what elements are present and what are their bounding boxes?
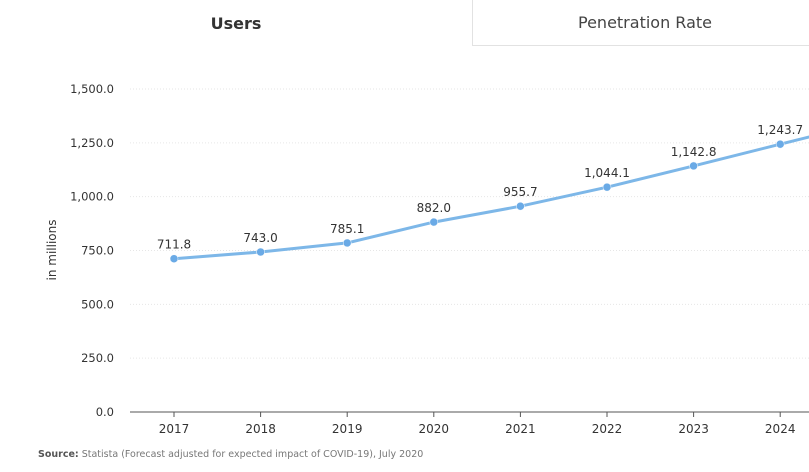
tab-users[interactable]: Users <box>0 0 472 46</box>
source-label: Source: <box>38 449 79 460</box>
y-axis-title: in millions <box>45 220 59 281</box>
source-note: Source: Statista (Forecast adjusted for … <box>38 449 423 460</box>
tab-penetration-rate[interactable]: Penetration Rate <box>472 0 809 46</box>
data-label: 711.8 <box>157 238 191 252</box>
x-tick-label: 2020 <box>419 422 450 436</box>
data-label: 955.7 <box>503 185 537 199</box>
data-label: 785.1 <box>330 222 364 236</box>
x-tick-label: 2024 <box>765 422 796 436</box>
y-tick-label: 1,500.0 <box>70 82 114 96</box>
data-point <box>429 217 439 227</box>
tab-bar: Users Penetration Rate <box>0 0 809 47</box>
x-tick-label: 2022 <box>592 422 623 436</box>
source-text: Statista (Forecast adjusted for expected… <box>81 449 424 460</box>
data-point <box>342 238 352 248</box>
y-tick-label: 750.0 <box>81 244 114 258</box>
data-point <box>256 247 265 257</box>
x-tick-label: 2019 <box>332 422 363 436</box>
data-label: 743.0 <box>243 231 277 245</box>
data-label: 1,044.1 <box>584 166 630 180</box>
x-tick-label: 2018 <box>245 422 276 436</box>
y-tick-label: 250.0 <box>81 351 114 365</box>
x-tick-label: 2021 <box>505 422 536 436</box>
y-tick-label: 500.0 <box>81 297 114 311</box>
data-label: 1,142.8 <box>671 145 717 159</box>
x-tick-label: 2023 <box>678 422 709 436</box>
x-tick-label: 2017 <box>159 422 190 436</box>
y-tick-label: 1,250.0 <box>70 136 114 150</box>
data-label: 1,243.7 <box>757 123 803 137</box>
data-point <box>602 182 612 192</box>
data-point <box>689 161 698 171</box>
y-tick-label: 0.0 <box>96 405 114 419</box>
data-point <box>775 139 785 149</box>
data-label: 882.0 <box>417 201 451 215</box>
y-tick-label: 1,000.0 <box>70 190 114 204</box>
data-point <box>169 254 179 263</box>
data-point <box>516 201 525 211</box>
